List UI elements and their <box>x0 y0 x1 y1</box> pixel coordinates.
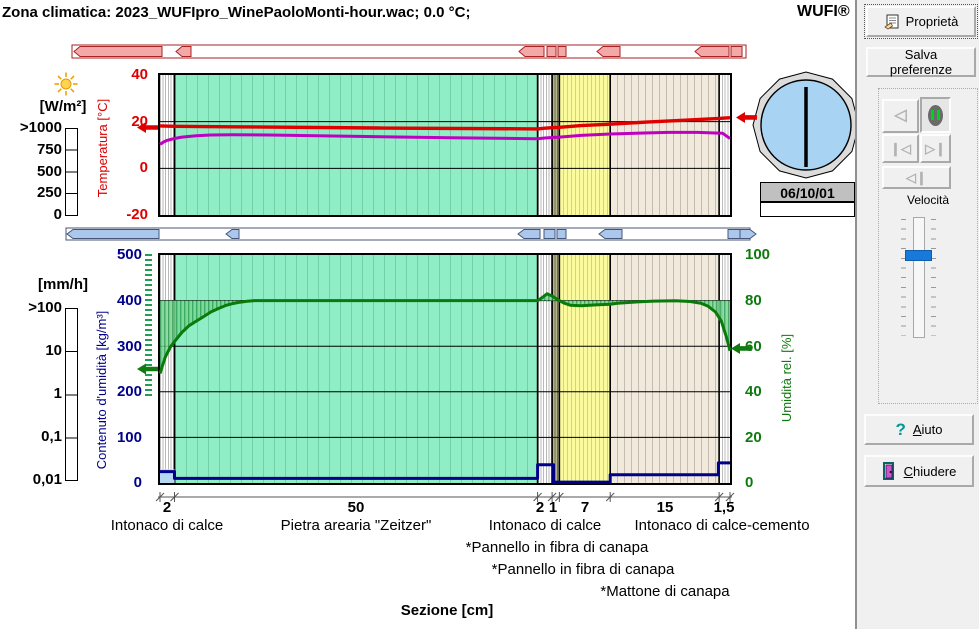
material-label: *Mattone di canapa <box>600 583 730 600</box>
climate-zone-title: Zona climatica: 2023_WUFIpro_WinePaoloMo… <box>2 4 471 21</box>
wc-tick: 400 <box>116 292 142 309</box>
close-button[interactable]: Chiudere <box>864 455 974 487</box>
date-display: 06/10/01 <box>760 182 855 202</box>
close-label: Chiudere <box>903 463 957 479</box>
temperature-chart <box>158 73 732 217</box>
material-label: Intonaco di calce <box>488 517 602 534</box>
rain-tick: 10 <box>45 342 62 359</box>
skip-end-icon: ▷❙ <box>925 141 946 156</box>
material-layer <box>719 255 730 483</box>
material-layer <box>559 255 611 483</box>
material-layer <box>719 75 730 215</box>
dim-label: 1,5 <box>713 499 735 516</box>
wc-tick: 100 <box>116 429 142 446</box>
play-backward-icon: ◁ <box>894 107 907 124</box>
material-layer <box>610 255 720 483</box>
analog-clock <box>752 71 860 179</box>
skip-to-end-button[interactable]: ▷❙ <box>920 134 951 163</box>
material-label: Intonaco di calce <box>110 517 224 534</box>
document-hand-icon <box>883 14 899 29</box>
solar-tick: 750 <box>36 141 62 158</box>
help-button[interactable]: ? Aiuto <box>864 414 974 445</box>
rain-tick: 0,01 <box>32 471 62 488</box>
rh-axis-label: Umidità rel. [%] <box>779 333 794 423</box>
properties-label: Proprietà <box>905 14 959 29</box>
rain-tick: >100 <box>28 299 62 316</box>
temp-tick: -20 <box>126 206 148 223</box>
rain-unit-label: [mm/h] <box>38 276 88 293</box>
material-layer <box>552 75 560 215</box>
solar-tick: >1000 <box>19 119 62 136</box>
material-layer <box>537 75 553 215</box>
material-layer <box>174 255 538 483</box>
skip-start-icon: ❙◁ <box>890 141 911 156</box>
moisture-range-indicator <box>145 254 152 396</box>
wc-tick: 0 <box>133 474 142 491</box>
temp-tick: 0 <box>139 159 148 176</box>
rh-tick: 100 <box>745 246 771 263</box>
slider-ticks-right <box>931 219 936 336</box>
material-layer <box>610 75 720 215</box>
wc-tick: 300 <box>116 338 142 355</box>
step-back-icon: ◁❙ <box>906 170 927 185</box>
solar-tick: 250 <box>36 184 62 201</box>
speed-slider-handle[interactable] <box>905 250 932 261</box>
save-preferences-label: Salva preferenze <box>889 47 953 77</box>
rh-tick: 60 <box>745 338 762 355</box>
temp-tick: 40 <box>131 66 148 83</box>
exit-door-icon <box>882 462 894 480</box>
slider-ticks-left <box>901 219 906 336</box>
wufi-brand: WUFI® <box>797 3 850 20</box>
dim-label: 7 <box>580 499 590 516</box>
material-layer <box>160 255 175 483</box>
rh-tick: 20 <box>745 429 762 446</box>
solar-flux-unit-label: [W/m²] <box>39 98 87 115</box>
solar-tick: 500 <box>36 163 62 180</box>
speed-slider-track[interactable] <box>913 217 925 338</box>
time-display <box>760 202 855 217</box>
wc-tick: 500 <box>116 246 142 263</box>
solar-radiation-scale <box>65 128 78 216</box>
rain-scale <box>65 308 78 481</box>
material-layer <box>174 75 538 215</box>
dim-label: 2 <box>535 499 545 516</box>
dim-label: 50 <box>347 499 365 516</box>
step-back-button[interactable]: ◁❙ <box>882 166 951 189</box>
dim-label: 2 <box>162 499 172 516</box>
section-axis-label: Sezione [cm] <box>400 602 494 619</box>
material-layer <box>537 255 553 483</box>
solar-tick: 0 <box>53 206 62 223</box>
rh-tick: 80 <box>745 292 762 309</box>
wc-tick: 200 <box>116 383 142 400</box>
rh-tick: 40 <box>745 383 762 400</box>
speed-label: Velocità <box>906 193 950 207</box>
pause-button[interactable] <box>920 97 951 133</box>
skip-to-start-button[interactable]: ❙◁ <box>882 134 919 163</box>
help-label: Aiuto <box>912 422 943 437</box>
moisture-chart <box>158 253 732 485</box>
rain-tick: 0,1 <box>41 428 62 445</box>
playback-panel <box>878 88 978 404</box>
temp-tick: 20 <box>131 113 148 130</box>
material-label: Pietra arearia "Zeitzer" <box>280 517 432 534</box>
dim-label: 1 <box>548 499 558 516</box>
material-layer <box>160 75 175 215</box>
question-mark-icon: ? <box>895 419 906 439</box>
sun-icon <box>54 72 78 96</box>
sidebar-divider <box>855 0 857 629</box>
dim-label: 15 <box>656 499 674 516</box>
rain-tick: 1 <box>53 385 62 402</box>
save-preferences-button[interactable]: Salva preferenze <box>866 47 976 77</box>
play-backward-button[interactable]: ◁ <box>882 99 919 133</box>
material-layer <box>559 75 611 215</box>
properties-button[interactable]: Proprietà <box>864 4 978 39</box>
material-label: *Pannello in fibra di canapa <box>491 561 675 578</box>
material-layer <box>552 255 560 483</box>
rh-tick: 0 <box>745 474 754 491</box>
material-label: Intonaco di calce-cemento <box>634 517 810 534</box>
pause-icon <box>928 104 943 126</box>
material-label: *Pannello in fibra di canapa <box>465 539 649 556</box>
